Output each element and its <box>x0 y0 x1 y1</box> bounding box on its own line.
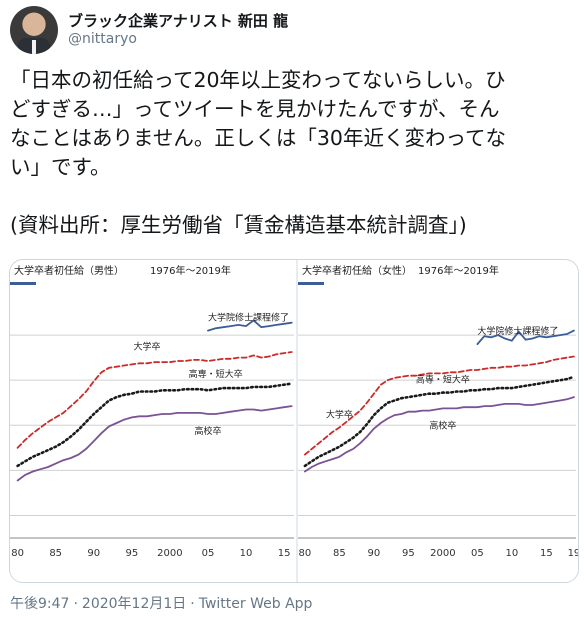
x-tick-label: 80 <box>299 548 312 559</box>
series-line-koukou <box>16 405 293 482</box>
chart-subtitle: 1976年～2019年 <box>150 264 231 277</box>
x-tick-label: 19 <box>568 548 578 559</box>
tweet-media[interactable]: 大学卒者初任給（男性） 1976年～2019年 80 85 90 95 2000 05 10 15… <box>9 259 579 583</box>
tweet-line-4: い」です。 <box>10 155 111 179</box>
x-tick-label: 95 <box>402 548 415 559</box>
author-handle[interactable]: @nittaryo <box>68 31 137 47</box>
tweet-line-3: なことはありません。正しくは「30年近く変わってな <box>10 126 506 150</box>
series-label: 高専・短大卒 <box>416 374 470 386</box>
x-tick-label: 2000 <box>430 548 455 559</box>
series-label: 大学院修士課程修了 <box>208 312 289 324</box>
series-label: 高校卒 <box>429 419 456 431</box>
series-line-koukou <box>304 396 575 473</box>
x-tick-label: 05 <box>471 548 484 559</box>
x-tick-label: 10 <box>505 548 518 559</box>
series-label: 大学卒 <box>326 409 353 421</box>
series-label: 大学院修士課程修了 <box>477 325 558 337</box>
x-tick-label: 2000 <box>157 548 182 559</box>
series-label: 高専・短大卒 <box>189 368 243 380</box>
tweet-source-line: (資料出所：厚生労働省「賃金構造基本統計調査」) <box>10 213 467 237</box>
x-tick-label: 10 <box>240 548 253 559</box>
tweet-text: 「日本の初任給って20年以上変わってないらしい。ひ どすぎる…」ってツイートを見… <box>10 66 572 240</box>
media-divider <box>296 260 298 582</box>
x-tick-label: 85 <box>333 548 346 559</box>
series-line-daigaku <box>16 351 293 449</box>
chart-title: 大学卒者初任給（女性） <box>302 264 412 277</box>
chart-image-female[interactable]: 大学卒者初任給（女性） 1976年～2019年 80 85 90 95 2000 05 10 15… <box>298 260 578 582</box>
chart-title: 大学卒者初任給（男性） <box>14 264 124 277</box>
tweet-date[interactable]: 2020年12月1日 <box>81 596 187 612</box>
tweet-line-1: 「日本の初任給って20年以上変わってないらしい。ひ <box>10 68 506 92</box>
footer-separator: · <box>190 596 195 612</box>
author-avatar[interactable] <box>10 6 58 54</box>
chart-image-male[interactable]: 大学卒者初任給（男性） 1976年～2019年 80 85 90 95 2000 05 10 15… <box>10 260 296 582</box>
x-tick-label: 90 <box>368 548 381 559</box>
tweet-client[interactable]: Twitter Web App <box>198 596 313 612</box>
x-tick-label: 90 <box>87 548 100 559</box>
x-tick-label: 15 <box>278 548 291 559</box>
avatar-tie-shape <box>32 40 36 54</box>
tweet-line-2: どすぎる…」ってツイートを見かけたんですが、そん <box>10 97 500 121</box>
x-tick-label: 05 <box>202 548 215 559</box>
series-line-daigaku <box>304 355 575 456</box>
x-tick-label: 85 <box>49 548 62 559</box>
chart-male-svg: 大学卒者初任給（男性） 1976年～2019年 80 85 90 95 2000 05 10 15… <box>10 264 294 559</box>
title-accent-bar <box>298 282 324 285</box>
tweet-footer: 午後9:47 · 2020年12月1日 · Twitter Web App <box>10 593 312 613</box>
series-line-koutou_tandai <box>16 382 293 468</box>
series-line-daigakuinshuushi <box>207 319 293 332</box>
series-label: 高校卒 <box>194 425 221 437</box>
chart-subtitle: 1976年～2019年 <box>418 264 499 277</box>
tweet-header: ブラック企業アナリスト 新田 龍 @nittaryo <box>10 6 570 54</box>
series-label: 大学卒 <box>134 340 161 352</box>
x-tick-label: 80 <box>11 548 24 559</box>
footer-separator: · <box>73 596 78 612</box>
title-accent-bar <box>10 282 36 285</box>
x-tick-label: 15 <box>540 548 553 559</box>
chart-female-svg: 大学卒者初任給（女性） 1976年～2019年 80 85 90 95 2000 05 10 15… <box>298 264 578 559</box>
author-name[interactable]: ブラック企業アナリスト 新田 龍 <box>68 12 289 30</box>
series-line-koutou_tandai <box>303 375 576 468</box>
tweet-time[interactable]: 午後9:47 <box>10 596 70 612</box>
x-tick-label: 95 <box>125 548 138 559</box>
series-line-daigakuinshuushi <box>476 329 575 345</box>
